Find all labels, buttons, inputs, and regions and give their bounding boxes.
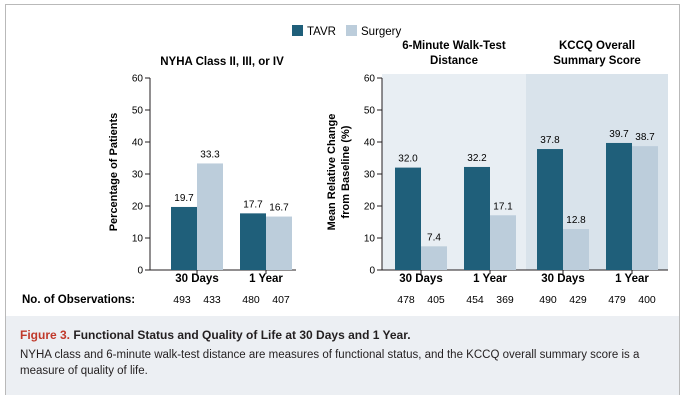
kccq-tavr-value-label-1-year: 39.7 (609, 129, 629, 140)
walk-category-label-1-year: 1 Year (473, 273, 507, 285)
right-y-tick-label-50: 50 (364, 106, 376, 117)
nyha-tavr-bar-30-days (171, 206, 197, 270)
nyha-y-tick-label-50: 50 (132, 106, 144, 117)
nyha-y-tick-label-20: 20 (132, 202, 144, 213)
kccq-category-label-1-year: 1 Year (615, 273, 649, 285)
walk-obs-surgery-1-year: 369 (496, 294, 514, 306)
right-y-axis-title-line2: from Baseline (%) (340, 125, 352, 218)
kccq-surgery-value-label-1-year: 38.7 (635, 132, 655, 143)
nyha-tavr-value-label-30-days: 19.7 (174, 193, 194, 204)
nyha-y-tick-label-0: 0 (137, 266, 143, 277)
kccq-obs-surgery-30-days: 429 (569, 294, 587, 306)
nyha-surgery-bar-1-year (266, 216, 292, 270)
nyha-obs-tavr-1-year: 480 (242, 294, 260, 306)
walk-tavr-value-label-30-days: 32.0 (398, 154, 418, 165)
nyha-obs-surgery-30-days: 433 (203, 294, 221, 306)
nyha-tavr-value-label-1-year: 17.7 (243, 199, 263, 210)
kccq-panel-title-line1: KCCQ Overall (559, 40, 635, 52)
walk-category-label-30-days: 30 Days (399, 273, 442, 285)
nyha-surgery-bar-30-days (197, 163, 223, 270)
kccq-category-label-30-days: 30 Days (541, 273, 584, 285)
legend-surgery-label: Surgery (361, 26, 402, 38)
caption-figure-label: Figure 3. (20, 328, 71, 342)
walk-obs-tavr-30-days: 478 (397, 294, 415, 306)
walk-surgery-value-label-1-year: 17.1 (493, 201, 513, 212)
nyha-surgery-value-label-30-days: 33.3 (200, 149, 220, 160)
caption-title-text: Functional Status and Quality of Life at… (73, 328, 411, 342)
walk-surgery-value-label-30-days: 7.4 (427, 232, 441, 243)
nyha-y-axis-title: Percentage of Patients (108, 113, 120, 232)
walk-panel-title-line2: Distance (430, 55, 478, 67)
kccq-obs-tavr-30-days: 490 (539, 294, 557, 306)
kccq-obs-surgery-1-year: 400 (638, 294, 656, 306)
right-y-axis-title-line1: Mean Relative Change (326, 114, 338, 231)
kccq-surgery-bar-30-days (563, 229, 589, 270)
walk-panel-title-line1: 6-Minute Walk-Test (402, 40, 506, 52)
right-y-tick-label-0: 0 (369, 266, 375, 277)
nyha-category-label-30-days: 30 Days (175, 273, 218, 285)
walk-surgery-bar-1-year (490, 215, 516, 270)
caption-body: NYHA class and 6-minute walk-test distan… (20, 349, 640, 377)
nyha-y-tick-label-10: 10 (132, 234, 144, 245)
right-y-tick-label-20: 20 (364, 202, 376, 213)
legend-surgery-swatch (346, 25, 357, 36)
walk-surgery-bar-30-days (421, 246, 447, 270)
caption-title: Figure 3. Functional Status and Quality … (20, 327, 671, 343)
nyha-panel-title: NYHA Class II, III, or IV (160, 56, 284, 68)
nyha-y-tick-label-30: 30 (132, 170, 144, 181)
right-y-tick-label-40: 40 (364, 138, 376, 149)
right-y-tick-label-10: 10 (364, 234, 376, 245)
nyha-y-tick-label-60: 60 (132, 74, 144, 85)
kccq-tavr-bar-1-year (606, 142, 632, 270)
right-y-tick-label-60: 60 (364, 74, 376, 85)
nyha-obs-tavr-30-days: 493 (173, 294, 191, 306)
kccq-obs-tavr-1-year: 479 (608, 294, 626, 306)
nyha-tavr-bar-1-year (240, 213, 266, 270)
nyha-obs-surgery-1-year: 407 (272, 294, 290, 306)
kccq-tavr-value-label-30-days: 37.8 (540, 135, 560, 146)
kccq-surgery-value-label-30-days: 12.8 (566, 215, 586, 226)
nyha-y-tick-label-40: 40 (132, 138, 144, 149)
walk-tavr-bar-30-days (395, 167, 421, 270)
walk-tavr-bar-1-year (464, 166, 490, 270)
legend-tavr-swatch (292, 25, 303, 36)
observations-row-label: No. of Observations: (22, 294, 135, 306)
kccq-surgery-bar-1-year (632, 146, 658, 270)
nyha-surgery-value-label-1-year: 16.7 (269, 203, 289, 214)
right-y-tick-label-30: 30 (364, 170, 376, 181)
figure-caption: Figure 3. Functional Status and Quality … (6, 316, 679, 395)
kccq-tavr-bar-30-days (537, 149, 563, 270)
kccq-panel-title-line2: Summary Score (553, 55, 641, 67)
walk-tavr-value-label-1-year: 32.2 (467, 153, 487, 164)
legend-tavr-label: TAVR (307, 26, 336, 38)
walk-obs-surgery-30-days: 405 (427, 294, 445, 306)
nyha-category-label-1-year: 1 Year (249, 273, 283, 285)
walk-obs-tavr-1-year: 454 (466, 294, 484, 306)
chart-canvas: TAVR Surgery NYHA Class II, III, or IV 6… (22, 25, 668, 306)
